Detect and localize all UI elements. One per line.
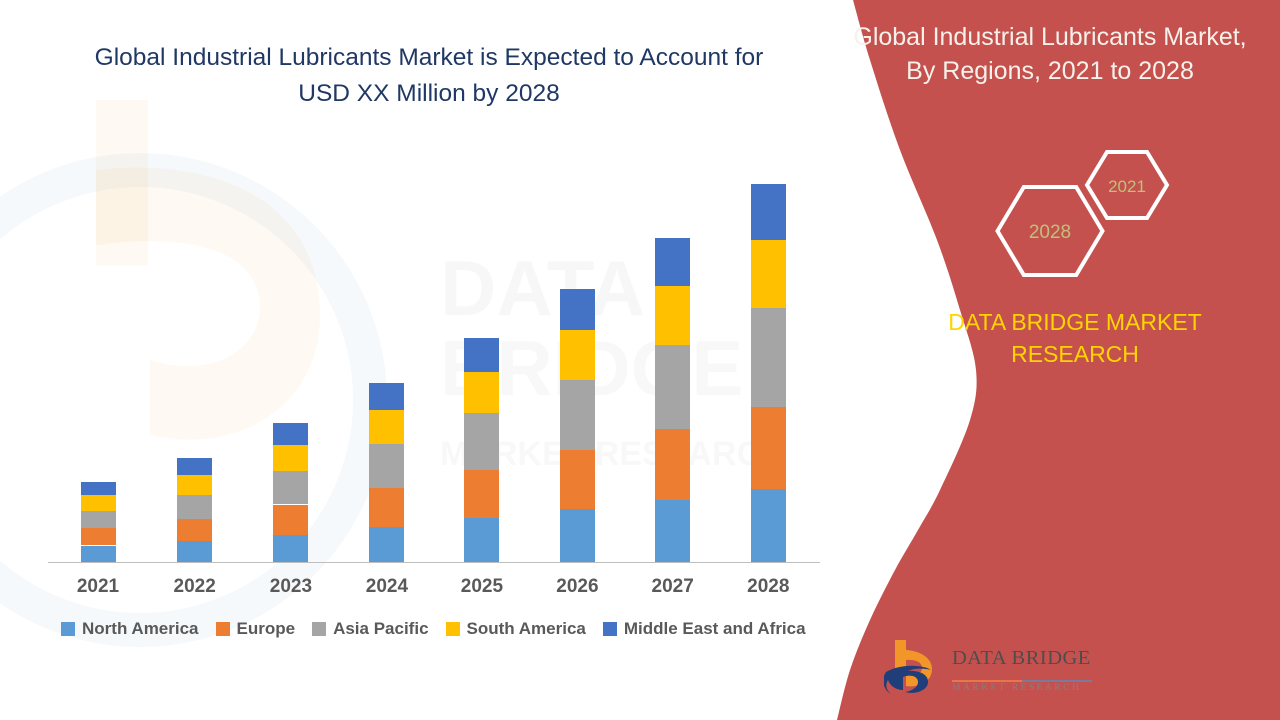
svg-text:2028: 2028	[1029, 222, 1071, 243]
svg-text:2021: 2021	[1108, 177, 1146, 196]
